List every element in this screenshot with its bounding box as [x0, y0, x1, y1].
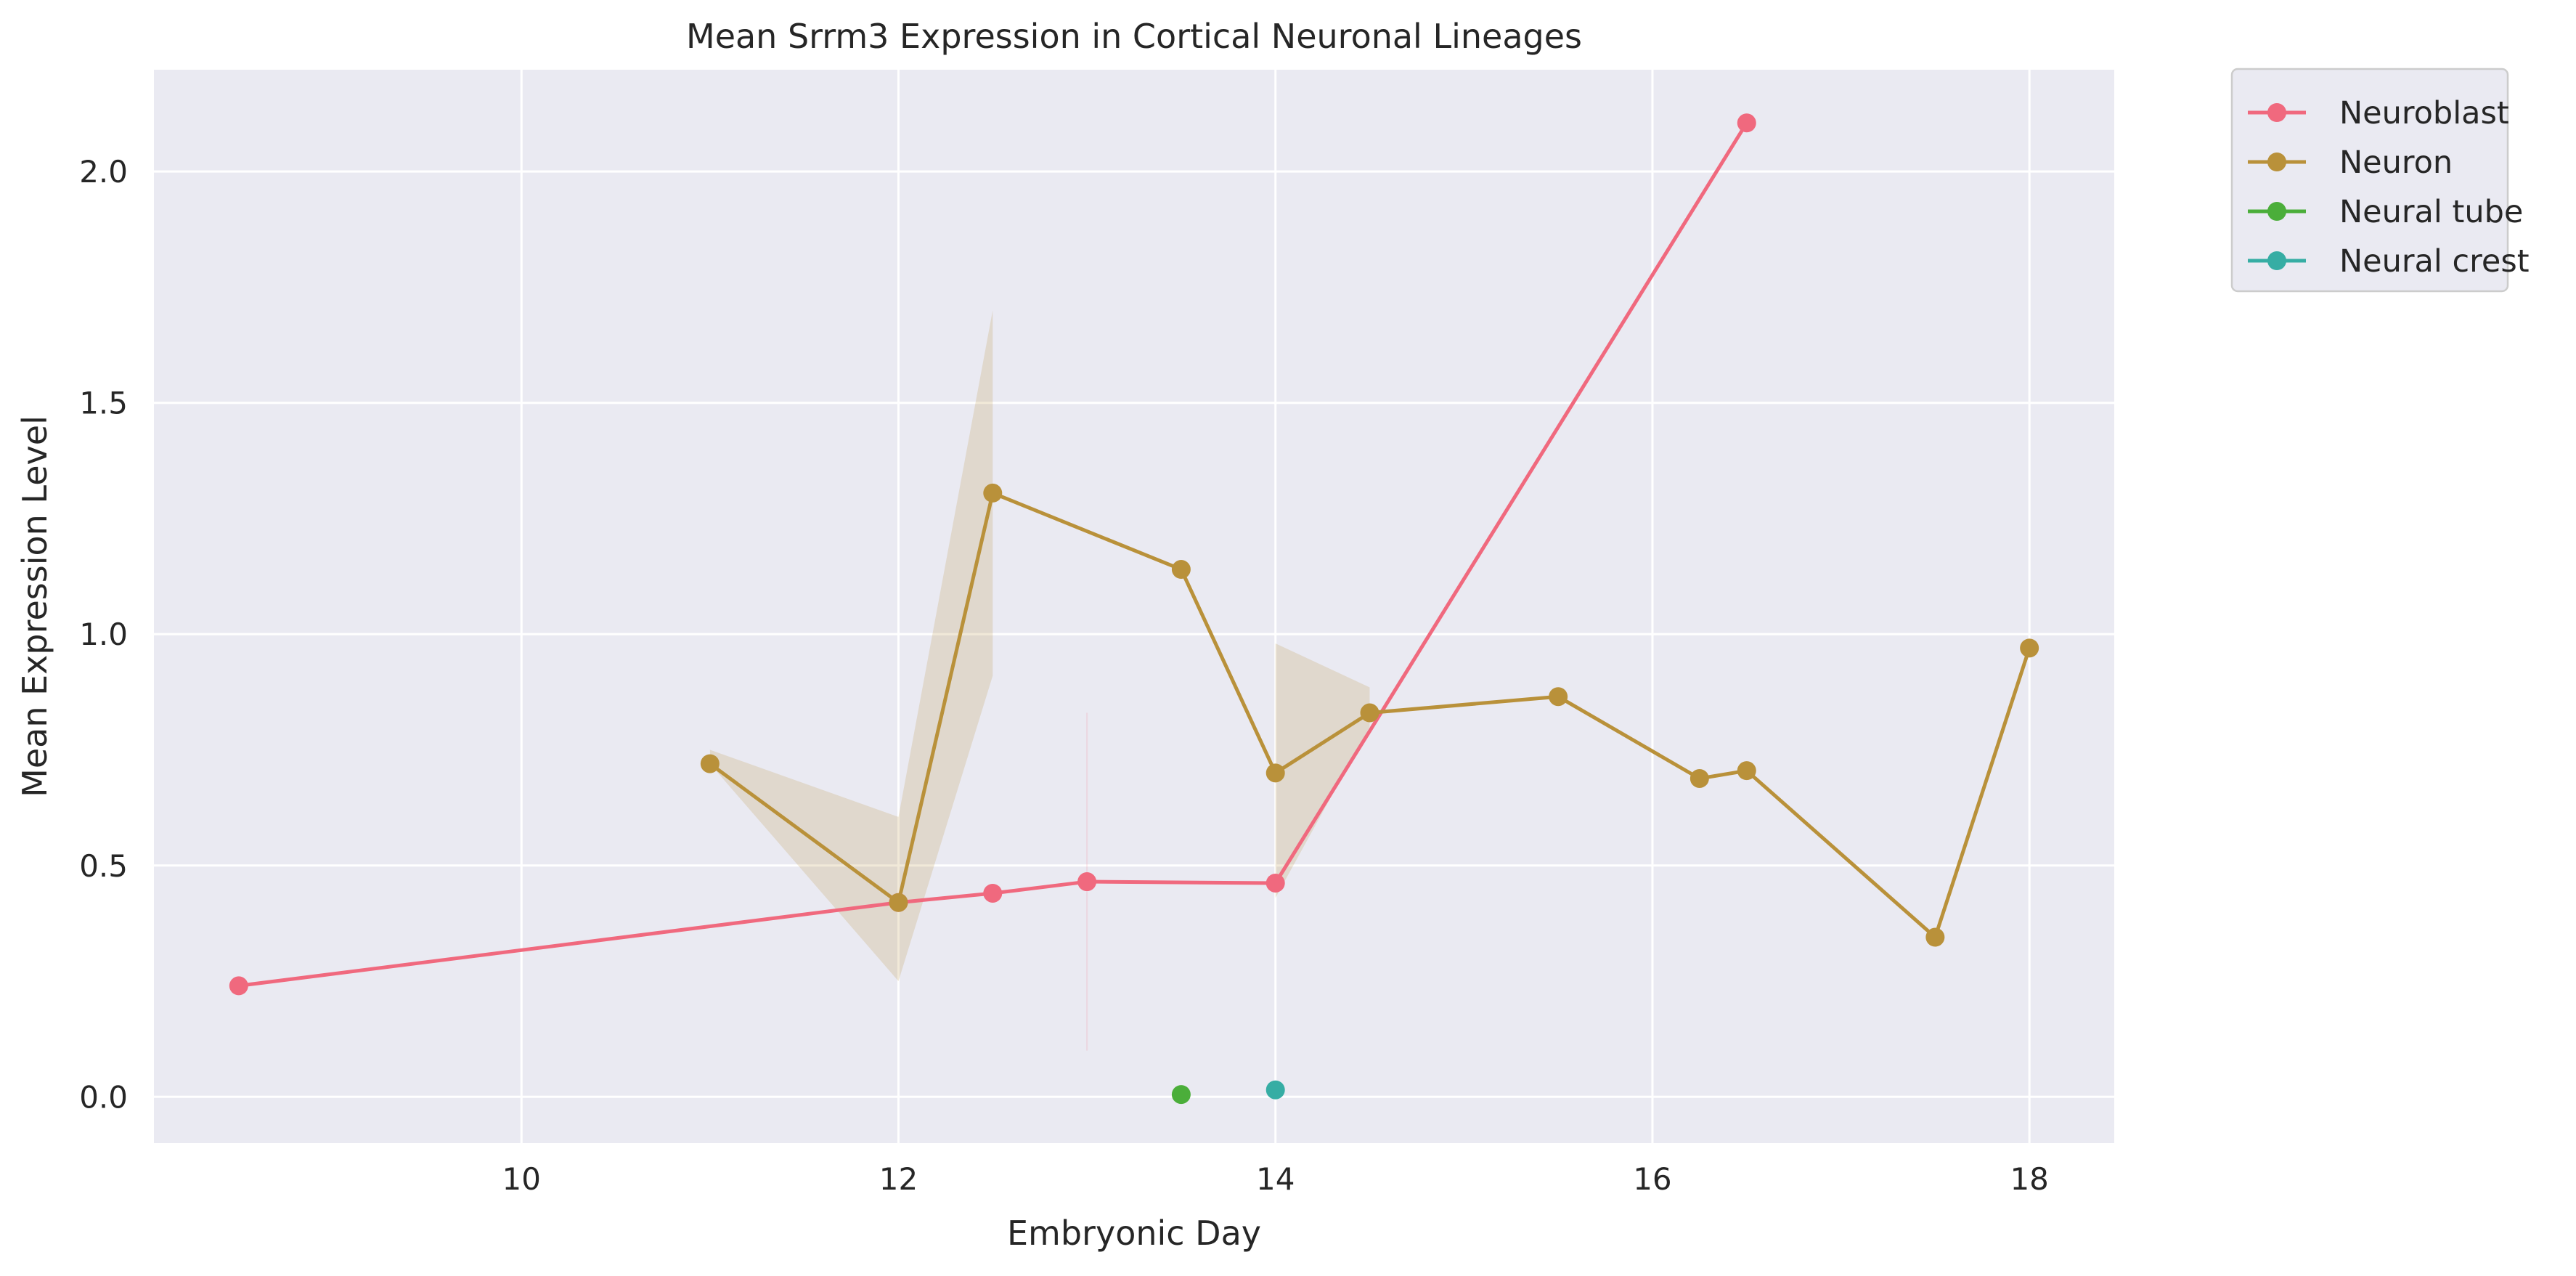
legend-marker	[2267, 251, 2286, 270]
legend-frame	[2230, 68, 2509, 293]
y-tick-labels: 0.0 0.5 1.0 1.5 2.0	[79, 154, 128, 1115]
x-tick-label: 12	[879, 1161, 918, 1197]
data-point	[889, 893, 908, 912]
data-point	[1737, 761, 1756, 781]
y-tick-label: 2.0	[79, 154, 128, 190]
data-point	[2020, 638, 2039, 658]
x-tick-label: 16	[1633, 1161, 1671, 1197]
legend-marker	[2267, 153, 2286, 171]
legend-label: Neural tube	[2339, 194, 2523, 230]
data-point	[700, 754, 720, 773]
data-point	[1925, 927, 1945, 947]
legend-marker	[2267, 103, 2286, 122]
x-tick-labels: 10 12 14 16 18	[502, 1161, 2049, 1197]
data-point	[1265, 873, 1285, 893]
data-point	[229, 976, 248, 996]
series-points	[229, 113, 2039, 1105]
legend-marker	[2267, 202, 2286, 221]
data-point	[1549, 687, 1568, 707]
data-point	[1077, 872, 1097, 892]
y-tick-label: 0.5	[79, 848, 128, 884]
legend-label: Neural crest	[2339, 243, 2530, 280]
x-tick-label: 14	[1256, 1161, 1295, 1197]
data-point	[1360, 703, 1379, 723]
series-line	[238, 121, 1748, 988]
y-tick-label: 1.0	[79, 617, 128, 652]
x-tick-label: 10	[502, 1161, 541, 1197]
data-point	[1265, 763, 1285, 783]
y-axis-title: Mean Expression Level	[15, 415, 54, 797]
confidence-band	[1275, 643, 1370, 898]
legend: Neuroblast Neuron Neural tube Neural crest	[2230, 68, 2530, 293]
x-tick-label: 18	[2010, 1161, 2048, 1197]
data-point	[1171, 560, 1191, 580]
legend-items: Neuroblast Neuron Neural tube Neural crest	[2248, 95, 2530, 280]
confidence-band	[709, 310, 993, 982]
data-point	[1171, 1085, 1191, 1105]
data-point	[1737, 113, 1756, 133]
data-point	[1265, 1080, 1285, 1100]
y-tick-label: 1.5	[79, 386, 128, 421]
x-axis-title: Embryonic Day	[1007, 1214, 1261, 1253]
data-point	[983, 883, 1003, 903]
data-point	[983, 483, 1003, 503]
plot-area	[154, 70, 2114, 1143]
y-tick-label: 0.0	[79, 1079, 128, 1115]
chart-title: Mean Srrm3 Expression in Cortical Neuron…	[686, 17, 1582, 56]
grid-layer	[154, 70, 2114, 1143]
legend-label: Neuroblast	[2339, 95, 2509, 131]
legend-label: Neuron	[2339, 145, 2453, 181]
data-point	[1690, 768, 1709, 788]
